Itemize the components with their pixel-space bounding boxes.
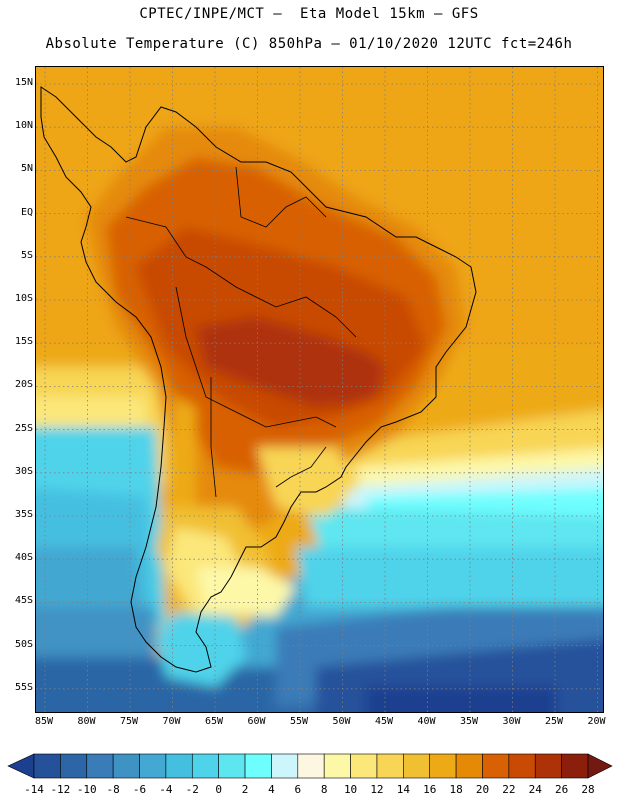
graticule	[36, 67, 603, 712]
lat-label: 15S	[14, 336, 33, 348]
colorbar-swatch	[350, 753, 378, 779]
colorbar-tick-label: 6	[294, 783, 302, 796]
colorbar-tick-label: 14	[396, 783, 410, 796]
colorbar-tick-label: -2	[185, 783, 199, 796]
lat-label: 5S	[20, 249, 33, 261]
lon-label: 20W	[587, 716, 606, 727]
map-canvas	[36, 67, 603, 712]
colorbar-swatch	[60, 753, 88, 779]
colorbar-swatch	[165, 753, 193, 779]
colorbar-swatch	[561, 753, 589, 779]
colorbar-tick-label: 10	[343, 783, 358, 796]
colorbar-tick-label: -6	[132, 783, 147, 796]
lat-label: 35S	[14, 509, 33, 520]
lon-label: 65W	[204, 716, 224, 727]
chart-title-field: Absolute Temperature (C) 850hPa – 01/10/…	[45, 36, 573, 52]
lon-label: 35W	[459, 716, 479, 727]
lon-label: 45W	[374, 716, 394, 727]
colorbar-tick-label: 22	[502, 783, 516, 796]
colorbar-tick-label: -4	[159, 783, 173, 796]
colorbar-tick-label: 20	[475, 783, 490, 796]
colorbar-tick-label: 2	[241, 783, 249, 796]
lat-label: 10N	[14, 120, 33, 132]
colorbar-swatch	[33, 753, 61, 779]
colorbar-tick-label: 28	[581, 783, 595, 796]
colorbar-swatch	[297, 753, 325, 779]
colorbar-tick-label: -14	[24, 783, 44, 796]
lon-label: 85W	[34, 716, 54, 727]
lat-label: 50S	[14, 638, 33, 650]
lon-label: 30W	[502, 716, 521, 727]
colorbar-swatch	[376, 753, 404, 779]
temperature-map	[35, 66, 604, 713]
lat-label: 40S	[14, 552, 33, 564]
lat-label: 55S	[14, 681, 33, 693]
colorbar-arrow-low	[7, 753, 35, 779]
colorbar-tick-label: -12	[50, 783, 71, 796]
colorbar-tick-label: 0	[215, 783, 222, 796]
colorbar-tick-label: 4	[268, 783, 275, 796]
lon-label: 25W	[544, 716, 564, 727]
colorbar-swatch	[455, 753, 483, 779]
colorbar-swatch	[112, 753, 140, 779]
colorbar-arrow-high	[587, 753, 613, 779]
colorbar-swatch	[271, 753, 299, 779]
temperature-field	[36, 67, 603, 712]
colorbar-swatch	[403, 753, 431, 779]
lat-label: 15N	[14, 77, 33, 88]
lat-label: 30S	[14, 465, 33, 477]
lon-label: 75W	[119, 716, 139, 727]
colorbar-tick-label: 18	[449, 783, 463, 796]
colorbar-swatch	[534, 753, 562, 779]
lat-label: 20S	[14, 379, 33, 391]
lon-label: 70W	[162, 716, 181, 727]
colorbar-swatch	[323, 753, 351, 779]
coastline	[40, 86, 477, 673]
lat-label: 25S	[14, 422, 33, 434]
chart-title-model: CPTEC/INPE/MCT – Eta Model 15km – GFS	[139, 6, 479, 22]
lat-label: EQ	[20, 206, 33, 218]
colorbar-swatch	[191, 753, 219, 779]
colorbar-swatch	[139, 753, 167, 779]
lon-label: 50W	[332, 716, 351, 727]
lon-label: 55W	[289, 716, 309, 727]
lat-label: 10S	[14, 293, 33, 304]
colorbar-tick-label: -8	[106, 783, 120, 796]
lon-label: 60W	[247, 716, 266, 727]
colorbar-swatch	[218, 753, 246, 779]
colorbar-swatch	[482, 753, 510, 779]
colorbar-swatch	[86, 753, 114, 779]
colorbar	[7, 753, 613, 779]
colorbar-tick-label: -10	[76, 783, 97, 796]
colorbar-tick-label: 8	[320, 783, 328, 796]
colorbar-swatch	[429, 753, 457, 779]
lon-label: 80W	[77, 716, 96, 727]
colorbar-tick-label: 24	[528, 783, 542, 796]
lat-label: 45S	[14, 595, 33, 607]
colorbar-swatch	[508, 753, 536, 779]
colorbar-tick-label: 12	[370, 783, 384, 796]
colorbar-swatch	[244, 753, 272, 779]
lat-label: 5N	[20, 163, 33, 175]
lon-label: 40W	[417, 716, 436, 727]
colorbar-tick-label: 26	[554, 783, 569, 796]
colorbar-tick-label: 16	[423, 783, 437, 796]
